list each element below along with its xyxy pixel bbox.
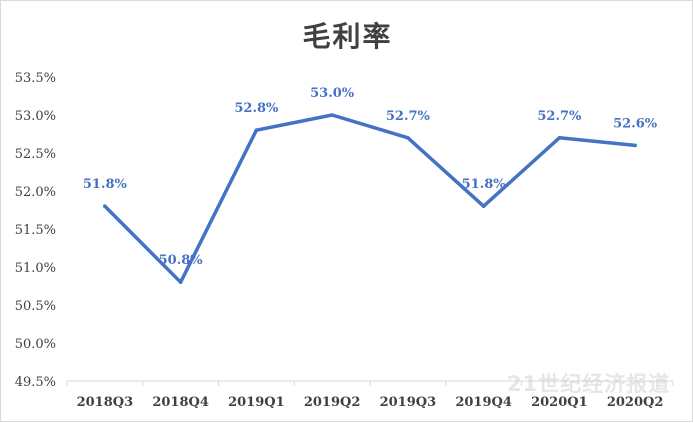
y-tick-label: 53.5% <box>15 71 56 86</box>
x-tick-label: 2018Q3 <box>77 395 134 410</box>
y-tick-label: 53.0% <box>15 109 56 124</box>
y-tick-label: 52.5% <box>15 147 56 162</box>
x-tick-label: 2018Q4 <box>152 395 209 410</box>
watermark: 21世纪经济报道 <box>507 372 671 396</box>
data-point <box>330 113 334 117</box>
y-tick-label: 51.5% <box>15 223 56 238</box>
y-tick-label: 50.0% <box>15 337 56 352</box>
chart-title: 毛利率 <box>302 20 393 53</box>
data-point <box>103 204 107 208</box>
data-label: 52.6% <box>613 116 658 131</box>
data-point <box>481 204 486 208</box>
x-tick-label: 2019Q2 <box>304 395 361 410</box>
data-point <box>178 280 183 285</box>
y-tick-label: 49.5% <box>15 375 56 390</box>
data-label: 53.0% <box>310 86 355 101</box>
y-tick-label: 50.5% <box>15 299 56 314</box>
x-tick-label: 2019Q3 <box>380 395 437 410</box>
data-point <box>406 136 410 140</box>
series-line <box>103 113 637 284</box>
data-label: 50.8% <box>159 253 204 268</box>
x-tick-label: 2020Q1 <box>531 395 588 410</box>
x-tick-label: 2019Q4 <box>455 395 512 410</box>
data-point <box>254 128 259 132</box>
data-label: 51.8% <box>83 177 128 192</box>
data-label: 51.8% <box>462 177 507 192</box>
y-tick-label: 51.0% <box>15 261 56 276</box>
data-label: 52.7% <box>537 109 582 124</box>
data-label: 52.7% <box>386 109 431 124</box>
data-label: 52.8% <box>234 101 279 116</box>
data-point <box>633 143 637 148</box>
x-tick-label: 2020Q2 <box>607 395 664 410</box>
data-point <box>557 136 562 140</box>
y-tick-label: 52.0% <box>15 185 56 200</box>
x-tick-label: 2019Q1 <box>228 395 285 410</box>
